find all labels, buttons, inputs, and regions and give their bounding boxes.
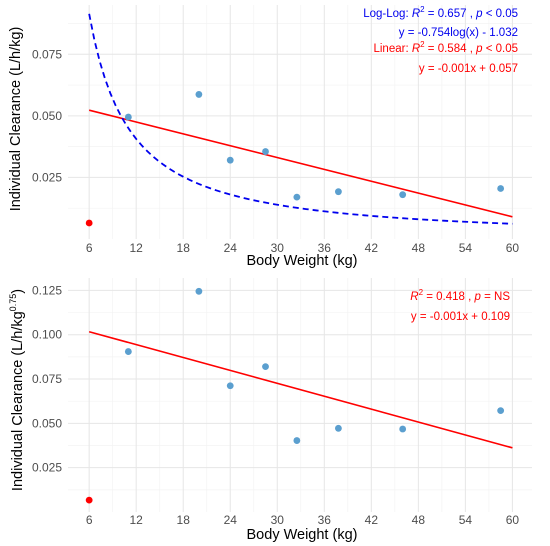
bottom-y-axis-title: Individual Clearance (L/h/kg0.75)	[8, 289, 26, 491]
top-x-tick-label: 12	[130, 241, 144, 255]
top-data-point	[399, 191, 407, 199]
top-x-tick-label: 36	[318, 241, 332, 255]
bottom-y-tick-labels: 0.025 0.050 0.075 0.100 0.125	[32, 283, 62, 474]
top-data-point	[226, 156, 234, 164]
bottom-x-tick-label: 30	[271, 513, 285, 527]
bottom-x-tick-label: 48	[412, 513, 426, 527]
bottom-data-point	[262, 363, 269, 371]
top-y-axis-title: Individual Clearance (L/h/kg)	[8, 27, 24, 212]
top-x-tick-label: 30	[271, 241, 285, 255]
top-y-tick-label: 0.050	[32, 109, 62, 123]
top-x-tick-label: 42	[365, 241, 379, 255]
bottom-data-point	[293, 437, 301, 444]
top-data-point	[293, 193, 301, 201]
bottom-data-point	[399, 425, 407, 433]
top-y-tick-label: 0.025	[32, 170, 62, 184]
top-linear-stat-annotation: Linear: R2 = 0.584 , p < 0.05	[373, 40, 518, 55]
top-data-point	[497, 185, 505, 192]
bottom-linear-equation: y = -0.001x + 0.109	[411, 311, 510, 323]
bottom-y-tick-label: 0.075	[32, 372, 62, 386]
bottom-x-tick-label: 24	[224, 513, 238, 527]
bottom-data-point	[335, 424, 342, 432]
top-x-tick-label: 48	[412, 241, 426, 255]
bottom-y-tick-label: 0.050	[32, 416, 62, 430]
top-outlier-point	[85, 219, 93, 227]
top-y-tick-labels: 0.025 0.050 0.075	[32, 47, 62, 184]
bottom-stat-annotation: R2 = 0.418 , p = NS	[410, 288, 510, 303]
top-loglog-equation: y = -0.754log(x) - 1.032	[399, 27, 518, 39]
top-data-point	[195, 91, 203, 98]
bottom-linear-fit-line	[88, 330, 513, 449]
top-x-tick-label: 60	[506, 241, 520, 255]
top-points	[85, 91, 505, 227]
bottom-data-point	[124, 348, 132, 355]
top-x-tick-label: 18	[177, 241, 191, 255]
bottom-x-tick-label: 18	[177, 513, 191, 527]
top-data-point	[335, 188, 342, 196]
top-panel: 6 12 18 24 30 36 42 48 54 60 0.025 0.050 0.075 Body…	[8, 5, 532, 269]
top-linear-fit-line	[88, 109, 513, 218]
top-x-tick-label: 54	[459, 241, 473, 255]
bottom-x-tick-label: 42	[365, 513, 379, 527]
top-x-tick-label: 24	[224, 241, 238, 255]
top-loglog-stat-annotation: Log-Log: R2 = 0.657 , p < 0.05	[363, 5, 518, 20]
bottom-y-tick-label: 0.125	[32, 283, 62, 297]
top-fit-lines	[88, 13, 513, 225]
top-data-point	[262, 148, 269, 155]
bottom-data-point	[497, 407, 505, 414]
bottom-y-tick-label: 0.100	[32, 328, 62, 342]
top-y-tick-label: 0.075	[32, 47, 62, 61]
bottom-data-point	[195, 287, 203, 295]
bottom-x-axis-title: Body Weight (kg)	[247, 527, 358, 543]
bottom-data-point	[226, 382, 234, 390]
bottom-x-tick-labels: 6 12 18 24 30 36 42 48 54 60	[86, 513, 520, 527]
bottom-x-tick-label: 36	[318, 513, 332, 527]
top-linear-equation: y = -0.001x + 0.057	[419, 63, 518, 75]
top-x-tick-labels: 6 12 18 24 30 36 42 48 54 60	[86, 241, 520, 255]
top-grid	[68, 5, 532, 239]
bottom-points	[85, 287, 505, 504]
bottom-panel: 6 12 18 24 30 36 42 48 54 60 0.025 0.050 0.075 0.100…	[8, 278, 532, 543]
bottom-fit-lines	[88, 330, 513, 449]
bottom-grid	[68, 278, 532, 512]
bottom-x-tick-label: 60	[506, 513, 520, 527]
bottom-x-tick-label: 6	[86, 513, 93, 527]
bottom-x-tick-label: 12	[130, 513, 144, 527]
top-x-axis-title: Body Weight (kg)	[247, 253, 358, 269]
top-data-point	[124, 113, 132, 121]
bottom-x-tick-label: 54	[459, 513, 473, 527]
top-x-tick-label: 6	[86, 241, 93, 255]
bottom-y-tick-label: 0.025	[32, 461, 62, 475]
bottom-outlier-point	[85, 496, 93, 504]
